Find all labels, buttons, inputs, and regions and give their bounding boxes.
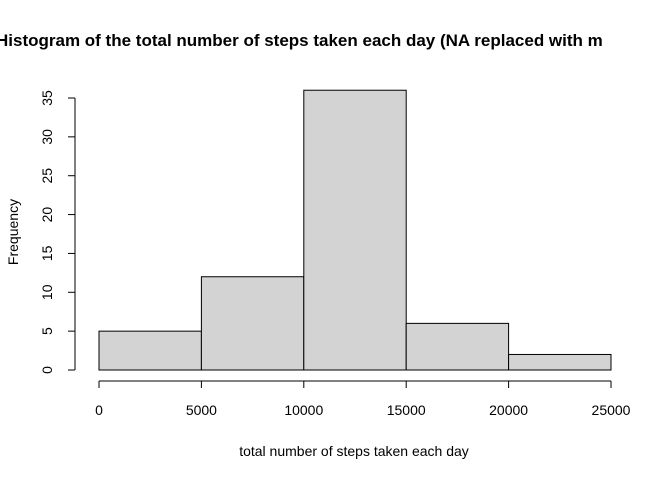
x-tick-label: 0 <box>95 402 103 418</box>
histogram-bar-2 <box>200 276 305 371</box>
y-tick-label: 35 <box>39 90 55 106</box>
y-axis-label: Frequency <box>5 199 21 265</box>
histogram-bar-4 <box>405 322 510 371</box>
y-tick-label: 0 <box>39 366 55 374</box>
x-tick-label: 25000 <box>592 402 631 418</box>
x-tick-label: 15000 <box>387 402 426 418</box>
y-tick-label: 5 <box>39 327 55 335</box>
y-tick-label: 20 <box>39 207 55 223</box>
chart-title: Histogram of the total number of steps t… <box>0 31 603 50</box>
y-tick-label: 30 <box>39 129 55 145</box>
x-ticks-group: 0 5000 10000 15000 20000 25000 <box>95 381 631 418</box>
y-tick-label: 15 <box>39 245 55 261</box>
x-tick-label: 5000 <box>186 402 217 418</box>
x-tick-label: 20000 <box>489 402 528 418</box>
histogram-bar-1 <box>98 330 202 371</box>
bars-group <box>98 89 612 371</box>
x-axis-label: total number of steps taken each day <box>239 443 469 459</box>
x-tick-label: 10000 <box>284 402 323 418</box>
histogram-bar-5 <box>508 353 612 371</box>
y-tick-label: 10 <box>39 284 55 300</box>
y-tick-label: 25 <box>39 168 55 184</box>
histogram-bar-3 <box>303 89 407 371</box>
y-ticks-group: 0 5 10 15 20 25 30 35 <box>39 90 75 374</box>
